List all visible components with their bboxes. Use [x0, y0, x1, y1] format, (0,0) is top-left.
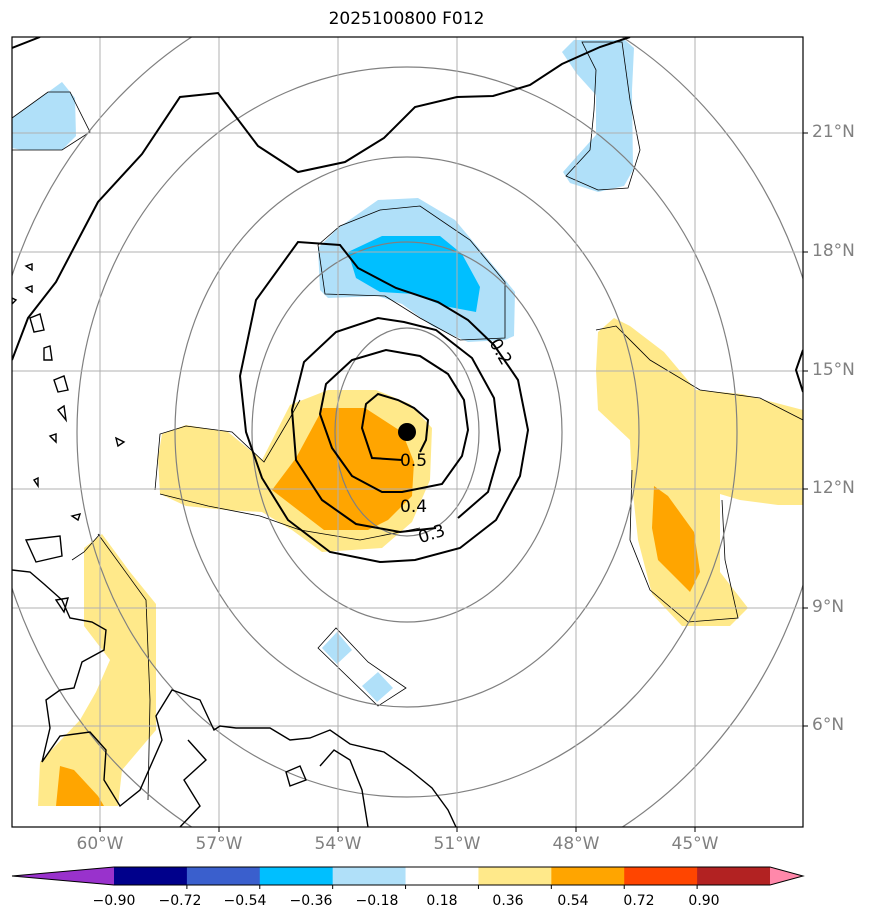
contour-northwest	[12, 37, 41, 49]
field-light-yellow-east	[596, 318, 803, 626]
lon-label-54w: 54°W	[314, 834, 362, 854]
coast-antilles-j	[32, 476, 39, 489]
outline-yellow-center	[154, 399, 301, 491]
outline-east-b	[629, 469, 739, 623]
colorbar-swatch	[332, 867, 407, 885]
coast-antilles-h	[24, 285, 33, 294]
colorbar-swatch	[186, 867, 261, 885]
colorbar-tick-label: −0.36	[289, 893, 333, 909]
colorbar-tick-label: 0.90	[688, 893, 720, 909]
colorbar-tick-label: −0.90	[92, 893, 136, 909]
colorbar	[11, 866, 805, 889]
coast-antilles-f	[114, 436, 126, 448]
lon-label-45w: 45°W	[671, 834, 719, 854]
coast-antilles-c	[53, 375, 69, 393]
coast-guyana	[179, 739, 207, 827]
lat-label-21n: 21°N	[812, 122, 855, 142]
lon-label-48w: 48°W	[552, 834, 600, 854]
colorbar-tick-label: −0.54	[223, 893, 267, 909]
colorbar-tick-label: 0.54	[557, 893, 589, 909]
colorbar-swatch	[624, 867, 698, 885]
field-orange-center	[272, 408, 414, 530]
colorbar-swatch	[551, 867, 625, 885]
field-orange-east	[652, 486, 700, 592]
field-light-yellow-sw	[38, 534, 156, 806]
coast-antilles-e	[48, 433, 57, 444]
contour-north	[12, 37, 631, 361]
contour-east-edge	[794, 349, 803, 393]
lon-label-60w: 60°W	[76, 834, 124, 854]
colorbar-outline	[11, 866, 805, 886]
range-ring-2	[251, 241, 563, 623]
outline-center	[317, 205, 506, 341]
coast-island-b	[54, 597, 69, 614]
lat-label-6n: 6°N	[812, 715, 845, 735]
tick-marks	[99, 132, 808, 832]
lat-label-18n: 18°N	[812, 241, 855, 261]
contour-0.4	[318, 348, 470, 493]
mask-outline	[12, 41, 803, 801]
lon-label-51w: 51°W	[433, 834, 481, 854]
contour-label-0.4: 0.4	[400, 497, 427, 517]
contour-labels: 0.2 0.3 0.4 0.5	[400, 335, 516, 548]
map-title: 2025100800 F012	[328, 9, 485, 29]
outline-ne	[565, 41, 641, 191]
field-light-blue-south-a	[322, 632, 352, 664]
outline-nw	[12, 91, 91, 151]
map-area: 0.2 0.3 0.4 0.5	[12, 37, 803, 827]
range-ring-1	[334, 327, 480, 537]
colorbar-extend-low	[12, 867, 114, 885]
colorbar-swatch	[697, 867, 771, 885]
coast-suriname	[319, 749, 369, 827]
field-deep-blue-center	[348, 236, 480, 312]
coast-antilles-d	[56, 404, 68, 423]
field-light-blue-ne	[562, 40, 634, 192]
coast-antilles-k	[12, 297, 18, 305]
outline-sw-b	[71, 533, 101, 561]
colorbar-extend-high	[770, 867, 803, 885]
colorbar-swatch	[478, 867, 552, 885]
map-frame	[11, 36, 804, 828]
colorbar-tick-label: −0.72	[158, 893, 202, 909]
contour-label-0.5: 0.5	[400, 451, 427, 471]
coast-south-america	[12, 569, 457, 827]
contour-0.5	[360, 392, 430, 461]
coast-antilles-i	[70, 513, 82, 522]
range-ring-4	[76, 66, 738, 798]
colorbar-tick-label: −0.18	[355, 893, 399, 909]
outline-sw	[97, 533, 151, 801]
contours	[12, 37, 803, 564]
contour-0.3	[290, 316, 502, 534]
lat-label-9n: 9°N	[812, 597, 845, 617]
coast-antilles-b	[43, 345, 53, 361]
contour-0.2	[238, 240, 530, 564]
outline-east	[595, 325, 803, 421]
range-rings	[12, 37, 803, 827]
graticule	[12, 37, 803, 827]
colorbar-tick-label: 0.18	[426, 893, 458, 909]
field-light-blue-south-b	[362, 672, 393, 702]
lat-label-15n: 15°N	[812, 360, 855, 380]
range-ring-3	[174, 156, 640, 708]
colorbar-swatch	[405, 867, 479, 885]
coastlines	[12, 263, 457, 827]
coast-island-a	[285, 765, 307, 787]
field-orange-sw	[56, 766, 104, 806]
outline-yellow-center-b	[159, 493, 421, 541]
colorbar-swatch	[259, 867, 334, 885]
coast-trinidad	[24, 535, 63, 563]
storm-center-marker	[398, 423, 416, 441]
lon-label-57w: 57°W	[195, 834, 243, 854]
coast-antilles-g	[24, 263, 33, 272]
colorbar-tick-label: 0.72	[623, 893, 655, 909]
lat-label-12n: 12°N	[812, 478, 855, 498]
colorbar-swatch	[114, 867, 188, 885]
coast-antilles-a	[29, 313, 45, 333]
outline-south	[317, 627, 407, 707]
colorbar-tick-label: 0.36	[492, 893, 524, 909]
